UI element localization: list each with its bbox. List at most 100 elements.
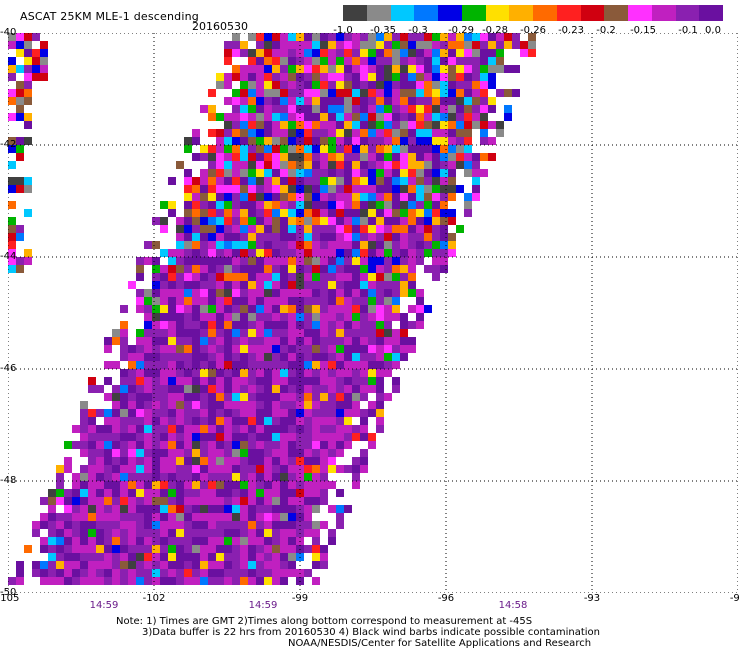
swath-cell <box>120 305 128 313</box>
swath-cell <box>448 217 456 225</box>
swath-cell <box>312 81 320 89</box>
swath-cell <box>72 481 80 489</box>
swath-cell <box>264 481 272 489</box>
swath-cell <box>240 545 248 553</box>
swath-cell <box>408 65 416 73</box>
swath-cell <box>144 257 152 265</box>
swath-cell <box>424 225 432 233</box>
swath-cell <box>8 577 16 585</box>
swath-cell <box>312 497 320 505</box>
swath-cell <box>184 577 192 585</box>
swath-cell <box>240 393 248 401</box>
swath-cell <box>472 97 480 105</box>
swath-cell <box>312 545 320 553</box>
swath-cell <box>248 81 256 89</box>
swath-cell <box>184 329 192 337</box>
swath-cell <box>264 129 272 137</box>
swath-cell <box>128 561 136 569</box>
swath-cell <box>56 561 64 569</box>
swath-cell <box>320 241 328 249</box>
swath-cell <box>488 81 496 89</box>
swath-cell <box>328 377 336 385</box>
swath-cell <box>256 497 264 505</box>
swath-cell <box>200 313 208 321</box>
swath-cell <box>320 81 328 89</box>
swath-cell <box>320 401 328 409</box>
swath-cell <box>280 41 288 49</box>
swath-cell <box>208 337 216 345</box>
swath-cell <box>360 449 368 457</box>
swath-cell <box>424 113 432 121</box>
swath-cell <box>256 57 264 65</box>
swath-cell <box>472 193 480 201</box>
swath-cell <box>280 257 288 265</box>
swath-cell <box>280 137 288 145</box>
swath-cell <box>472 113 480 121</box>
swath-cell <box>256 433 264 441</box>
swath-cell <box>272 313 280 321</box>
swath-cell <box>248 201 256 209</box>
swath-cell <box>184 137 192 145</box>
swath-cell <box>336 193 344 201</box>
swath-cell <box>448 129 456 137</box>
swath-cell <box>232 545 240 553</box>
swath-cell <box>400 209 408 217</box>
swath-cell <box>352 369 360 377</box>
swath-cell <box>432 73 440 81</box>
swath-cell <box>304 321 312 329</box>
swath-cell <box>416 137 424 145</box>
swath-cell <box>400 129 408 137</box>
swath-cell <box>360 273 368 281</box>
swath-cell <box>256 241 264 249</box>
swath-cell <box>208 289 216 297</box>
swath-cell <box>320 137 328 145</box>
swath-cell <box>440 129 448 137</box>
swath-cell <box>320 385 328 393</box>
swath-cell <box>376 361 384 369</box>
swath-cell <box>328 273 336 281</box>
swath-cell <box>216 473 224 481</box>
swath-cell <box>480 121 488 129</box>
swath-cell <box>256 49 264 57</box>
swath-cell <box>312 177 320 185</box>
swath-cell <box>400 281 408 289</box>
swath-cell <box>360 465 368 473</box>
swath-cell <box>424 153 432 161</box>
swath-cell <box>448 209 456 217</box>
swath-cell <box>64 569 72 577</box>
swath-cell <box>32 49 40 57</box>
swath-cell <box>288 321 296 329</box>
swath-cell <box>368 361 376 369</box>
swath-cell <box>184 449 192 457</box>
swath-cell <box>416 89 424 97</box>
swath-cell <box>248 497 256 505</box>
swath-cell <box>280 473 288 481</box>
swath-cell <box>256 209 264 217</box>
swath-cell <box>392 265 400 273</box>
swath-cell <box>168 465 176 473</box>
swath-cell <box>120 401 128 409</box>
swath-cell <box>136 441 144 449</box>
swath-cell <box>312 49 320 57</box>
swath-cell <box>112 433 120 441</box>
swath-cell <box>224 209 232 217</box>
swath-cell <box>288 113 296 121</box>
swath-cell <box>152 305 160 313</box>
swath-cell <box>48 537 56 545</box>
swath-cell <box>48 497 56 505</box>
swath-cell <box>368 345 376 353</box>
swath-cell <box>152 449 160 457</box>
swath-cell <box>80 481 88 489</box>
swath-cell <box>96 561 104 569</box>
swath-cell <box>144 561 152 569</box>
swath-cell <box>168 497 176 505</box>
swath-cell <box>480 57 488 65</box>
swath-cell <box>400 137 408 145</box>
swath-cell <box>416 177 424 185</box>
swath-cell <box>424 185 432 193</box>
swath-cell <box>464 169 472 177</box>
swath-cell <box>288 505 296 513</box>
swath-cell <box>256 153 264 161</box>
swath-cell <box>256 113 264 121</box>
swath-cell <box>360 49 368 57</box>
